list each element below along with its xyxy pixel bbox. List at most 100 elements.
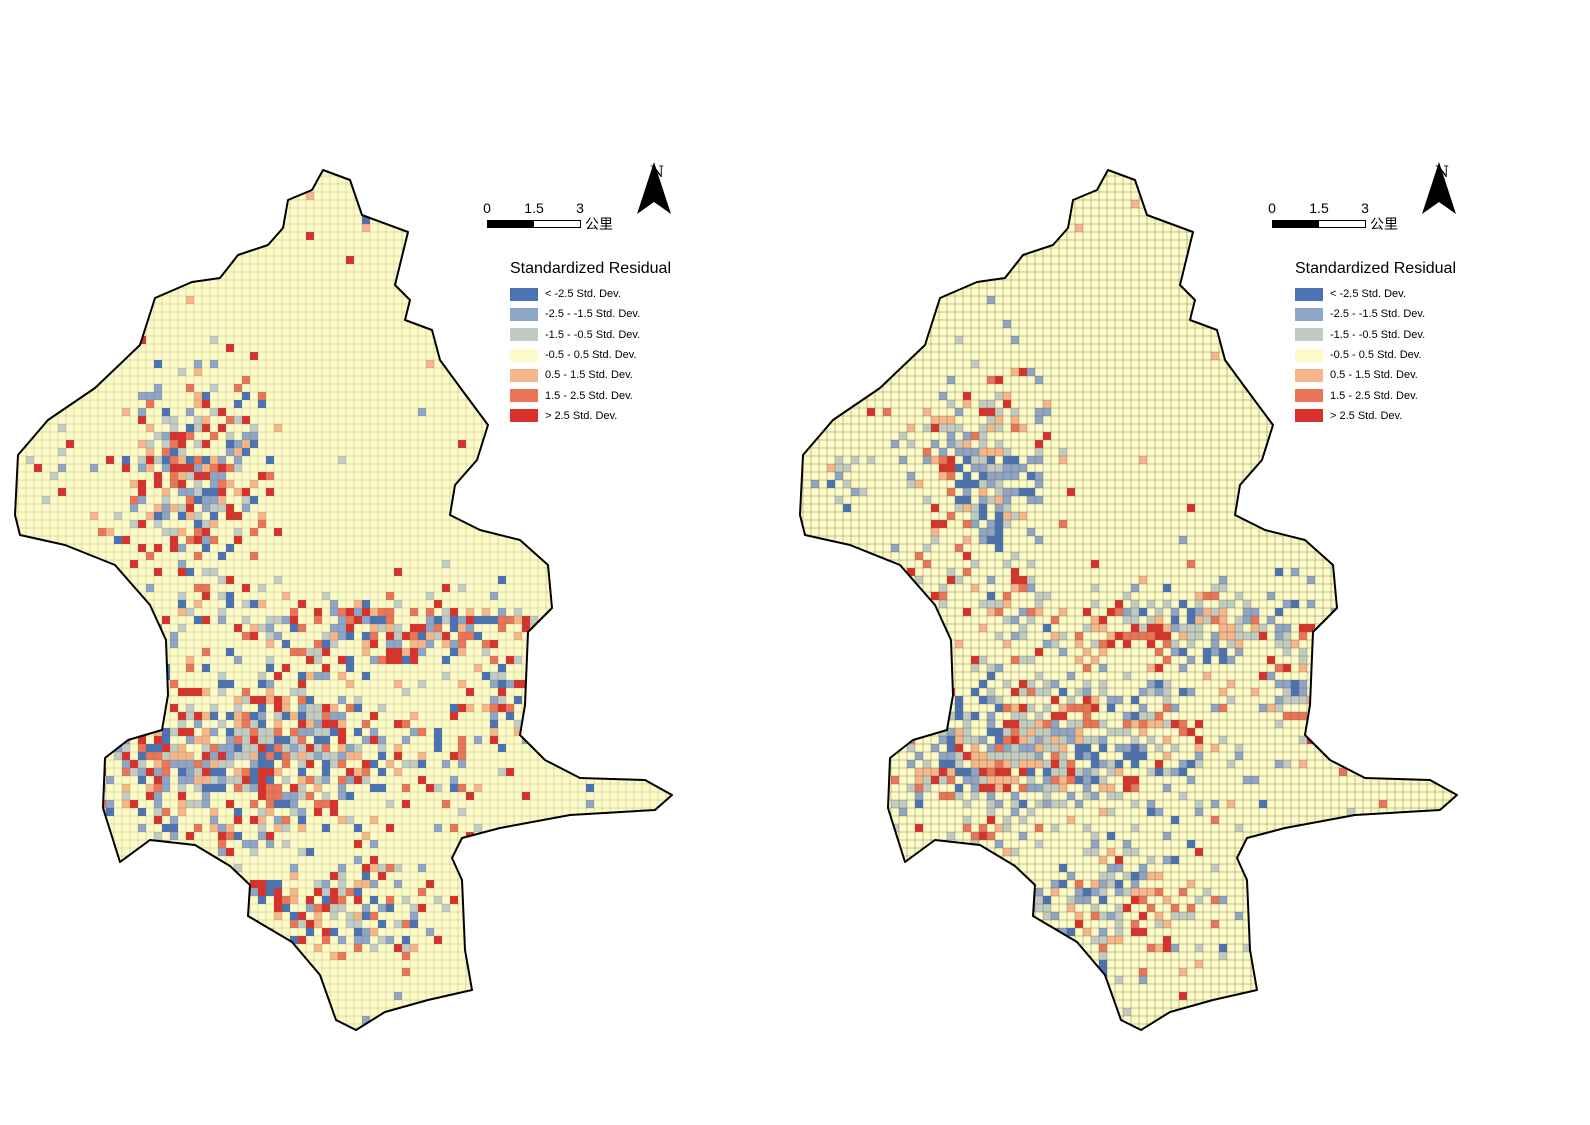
- grid-cell: [1019, 752, 1027, 760]
- grid-cell: [170, 744, 178, 752]
- grid-cell: [218, 784, 226, 792]
- grid-cell: [162, 672, 170, 680]
- grid-cell: [250, 760, 258, 768]
- grid-cell: [58, 688, 66, 696]
- grid-cell: [346, 792, 354, 800]
- grid-cell: [987, 832, 995, 840]
- grid-cell: [987, 416, 995, 424]
- grid-cell: [146, 704, 154, 712]
- grid-cell: [1059, 456, 1067, 464]
- grid-cell: [282, 592, 290, 600]
- grid-cell: [370, 880, 378, 888]
- grid-cell: [138, 704, 146, 712]
- scale-tick-2: 3: [1361, 200, 1369, 216]
- grid-cell: [939, 856, 947, 864]
- grid-cell: [1267, 928, 1275, 936]
- grid-cell: [530, 616, 538, 624]
- grid-cell: [987, 752, 995, 760]
- grid-cell: [146, 392, 154, 400]
- grid-cell: [330, 712, 338, 720]
- grid-cell: [987, 760, 995, 768]
- grid-cell: [1115, 856, 1123, 864]
- grid-cell: [1091, 640, 1099, 648]
- grid-cell: [258, 392, 266, 400]
- grid-cell: [314, 904, 322, 912]
- grid-cell: [963, 848, 971, 856]
- grid-cell: [1059, 736, 1067, 744]
- grid-cell: [1411, 552, 1419, 560]
- grid-cell: [378, 616, 386, 624]
- grid-cell: [1187, 840, 1195, 848]
- grid-cell: [1203, 608, 1211, 616]
- grid-cell: [26, 456, 34, 464]
- grid-cell: [1131, 760, 1139, 768]
- grid-cell: [378, 784, 386, 792]
- grid-cell: [282, 776, 290, 784]
- grid-cell: [1179, 624, 1187, 632]
- grid-cell: [394, 632, 402, 640]
- grid-cell: [1107, 864, 1115, 872]
- grid-cell: [386, 640, 394, 648]
- grid-cell: [1051, 888, 1059, 896]
- grid-cell: [915, 776, 923, 784]
- grid-cell: [250, 744, 258, 752]
- grid-cell: [987, 728, 995, 736]
- grid-cell: [162, 440, 170, 448]
- scale-segment-white: [1318, 220, 1366, 228]
- grid-cell: [186, 856, 194, 864]
- scale-segment-black: [487, 220, 534, 228]
- grid-cell: [498, 768, 506, 776]
- grid-cell: [610, 640, 618, 648]
- grid-cell: [963, 608, 971, 616]
- grid-cell: [1187, 760, 1195, 768]
- grid-cell: [1051, 640, 1059, 648]
- grid-cell: [130, 760, 138, 768]
- grid-cell: [418, 728, 426, 736]
- grid-cell: [1115, 600, 1123, 608]
- grid-cell: [258, 584, 266, 592]
- grid-cell: [282, 840, 290, 848]
- grid-cell: [1019, 712, 1027, 720]
- grid-cell: [979, 464, 987, 472]
- grid-cell: [1019, 424, 1027, 432]
- grid-cell: [1019, 368, 1027, 376]
- grid-cell: [42, 704, 50, 712]
- grid-cell: [338, 696, 346, 704]
- grid-cell: [987, 720, 995, 728]
- grid-cell: [306, 720, 314, 728]
- grid-cell: [979, 400, 987, 408]
- grid-cell: [154, 800, 162, 808]
- grid-cell: [851, 816, 859, 824]
- grid-cell: [330, 904, 338, 912]
- grid-cell: [1363, 616, 1371, 624]
- grid-cell: [338, 656, 346, 664]
- grid-cell: [274, 824, 282, 832]
- grid-cell: [322, 744, 330, 752]
- grid-cell: [1059, 712, 1067, 720]
- grid-cell: [466, 608, 474, 616]
- grid-cell: [1243, 776, 1251, 784]
- grid-cell: [1163, 704, 1171, 712]
- grid-cell: [410, 712, 418, 720]
- scale-segment-black: [1272, 220, 1319, 228]
- grid-cell: [1011, 792, 1019, 800]
- grid-cell: [1123, 888, 1131, 896]
- grid-cell: [138, 736, 146, 744]
- grid-cell: [1099, 960, 1107, 968]
- grid-cell: [1235, 640, 1243, 648]
- grid-cell: [202, 544, 210, 552]
- grid-cell: [1027, 488, 1035, 496]
- grid-cell: [1019, 656, 1027, 664]
- grid-cell: [899, 688, 907, 696]
- grid-cell: [194, 424, 202, 432]
- grid-cell: [1019, 488, 1027, 496]
- grid-cell: [947, 400, 955, 408]
- grid-cell: [82, 264, 90, 272]
- grid-cell: [490, 640, 498, 648]
- grid-cell: [266, 880, 274, 888]
- grid-cell: [346, 624, 354, 632]
- grid-cell: [242, 632, 250, 640]
- grid-cell: [202, 752, 210, 760]
- grid-cell: [370, 616, 378, 624]
- grid-cell: [1003, 504, 1011, 512]
